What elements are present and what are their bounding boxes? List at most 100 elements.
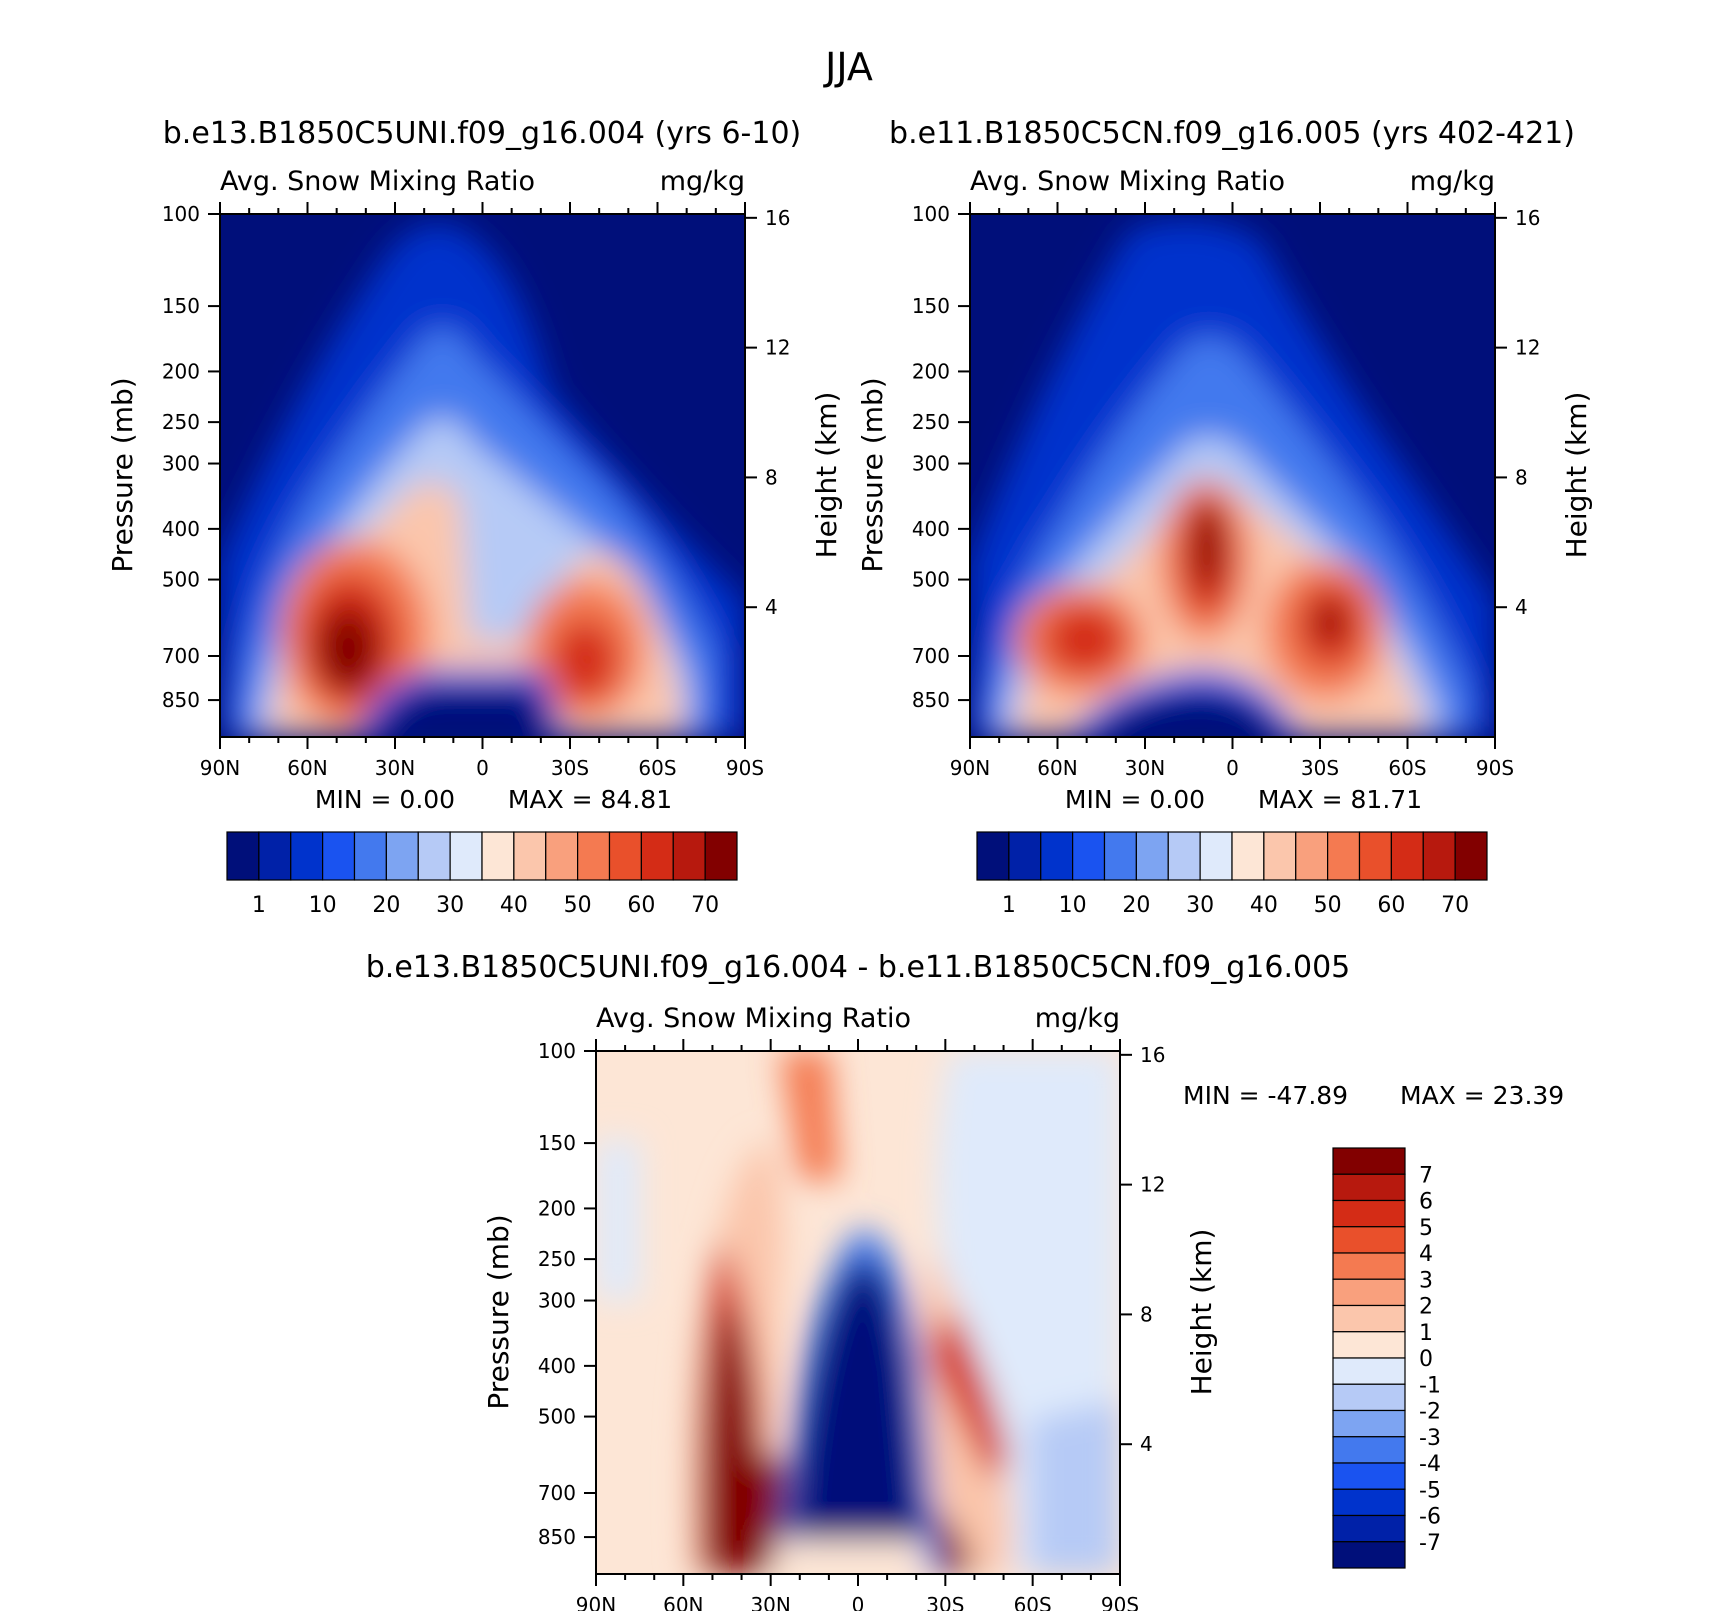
panel-b-min-label: MIN = 0.00 [1065,785,1205,814]
colorbar-swatch [322,831,356,881]
colorbar-swatch [1199,831,1233,881]
panel-diff-ylabel: Pressure (mb) [482,1214,515,1409]
height-tick-label: 8 [1140,1302,1153,1326]
colorbar-swatch [1422,831,1456,881]
panel-a-ylabel-right: Height (km) [810,392,843,559]
colorbar-swatch [513,831,547,881]
lat-tick-label: 30S [1301,756,1339,780]
colorbar-label: 60 [1377,893,1405,918]
colorbar-swatch [1103,831,1137,881]
panel-b-field [970,214,1495,737]
lat-tick-label: 60N [287,756,327,780]
panel-diff-max-label: MAX = 23.39 [1400,1081,1564,1110]
lat-tick-label: 30N [1125,756,1165,780]
colorbar-label: 6 [1419,1190,1433,1215]
colorbar-swatch [1332,1462,1406,1490]
panel-diff-field [596,1051,1120,1574]
panel-a-case-title: b.e13.B1850C5UNI.f09_g16.004 (yrs 6-10) [163,116,802,151]
pressure-tick-label: 700 [912,644,950,668]
colorbar-label: -5 [1419,1478,1441,1503]
lat-tick-label: 90S [1476,756,1514,780]
height-tick-label: 8 [1515,465,1528,489]
pressure-tick-label: 400 [912,517,950,541]
pressure-tick-label: 200 [538,1196,576,1220]
pressure-tick-label: 300 [538,1289,576,1313]
panel-diff-ylabel-right: Height (km) [1185,1229,1218,1396]
lat-tick-label: 90S [726,756,764,780]
colorbar-swatch [1358,831,1392,881]
panel-b-axes: 100 150 200 250 300 400 500 700 850 16 12 8 4 90N 60N 3… [912,202,1540,780]
colorbar-label: 1 [1419,1321,1433,1346]
panel-a-variable-label: Avg. Snow Mixing Ratio [220,166,535,197]
pressure-tick-label: 400 [162,517,200,541]
pressure-tick-label: 850 [538,1525,576,1549]
height-tick-label: 4 [1140,1432,1153,1456]
panel-a-colorbar: 1 10 20 30 40 50 60 70 [226,831,738,918]
lat-tick-label: 0 [1226,756,1239,780]
colorbar-label: 50 [1314,893,1342,918]
lat-tick-label: 30S [926,1593,964,1611]
lat-tick-label: 90N [576,1593,616,1611]
lat-tick-label: 90S [1101,1593,1139,1611]
colorbar-swatch [1040,831,1074,881]
pressure-tick-label: 700 [162,644,200,668]
panel-b-max-label: MAX = 81.71 [1258,785,1422,814]
lat-tick-label: 60N [663,1593,703,1611]
colorbar-swatch [1332,1173,1406,1202]
colorbar-swatch [545,831,579,881]
colorbar-label: 70 [1441,893,1469,918]
panel-a-units-label: mg/kg [660,166,745,197]
pressure-tick-label: 200 [162,359,200,383]
panel-a-field [220,214,745,737]
colorbar-label: 20 [372,893,400,918]
colorbar-label: -3 [1419,1426,1441,1451]
colorbar-swatch [226,831,260,881]
colorbar-swatch [704,831,738,881]
colorbar-label: -6 [1419,1505,1441,1530]
colorbar-label: 30 [1186,893,1214,918]
panel-b-ylabel: Pressure (mb) [856,377,889,572]
colorbar-swatch [1332,1147,1406,1175]
colorbar-label: 30 [436,893,464,918]
diff-title: b.e13.B1850C5UNI.f09_g16.004 - b.e11.B18… [366,950,1351,985]
colorbar-swatch [1332,1409,1406,1438]
figure-title: JJA [823,45,873,89]
panel-b-case-title: b.e11.B1850C5CN.f09_g16.005 (yrs 402-421… [889,116,1575,151]
colorbar-swatch [1263,831,1297,881]
colorbar-label: -1 [1419,1373,1441,1398]
colorbar-swatch [1332,1252,1406,1280]
colorbar-swatch [640,831,674,881]
height-tick-label: 8 [765,465,778,489]
colorbar-swatch [449,831,483,881]
pressure-tick-label: 150 [538,1131,576,1155]
colorbar-swatch [1332,1278,1406,1307]
colorbar-label: 50 [564,893,592,918]
colorbar-swatch [1332,1357,1406,1385]
colorbar-swatch [258,831,292,881]
panel-a-max-label: MAX = 84.81 [508,785,672,814]
colorbar-swatch [608,831,642,881]
pressure-tick-label: 150 [162,294,200,318]
colorbar-label: 3 [1419,1268,1433,1293]
colorbar-label: 10 [309,893,337,918]
colorbar-swatch [1332,1226,1406,1254]
colorbar-swatch [1332,1383,1406,1412]
colorbar-swatch [1332,1331,1406,1359]
colorbar-swatch [1072,831,1106,881]
panel-diff-variable-label: Avg. Snow Mixing Ratio [596,1003,911,1034]
colorbar-swatch [976,831,1010,881]
lat-tick-label: 0 [852,1593,865,1611]
colorbar-swatch [1135,831,1169,881]
pressure-tick-label: 100 [912,202,950,226]
pressure-tick-label: 850 [162,688,200,712]
panel-b-variable-label: Avg. Snow Mixing Ratio [970,166,1285,197]
colorbar-swatch [1332,1436,1406,1464]
panel-diff-units-label: mg/kg [1035,1003,1120,1034]
colorbar-label: 70 [691,893,719,918]
colorbar-label: 0 [1419,1347,1433,1372]
colorbar-label: -7 [1419,1531,1441,1556]
lat-tick-label: 60S [1388,756,1426,780]
colorbar-swatch [481,831,515,881]
lat-tick-label: 30S [551,756,589,780]
colorbar-swatch [1390,831,1424,881]
